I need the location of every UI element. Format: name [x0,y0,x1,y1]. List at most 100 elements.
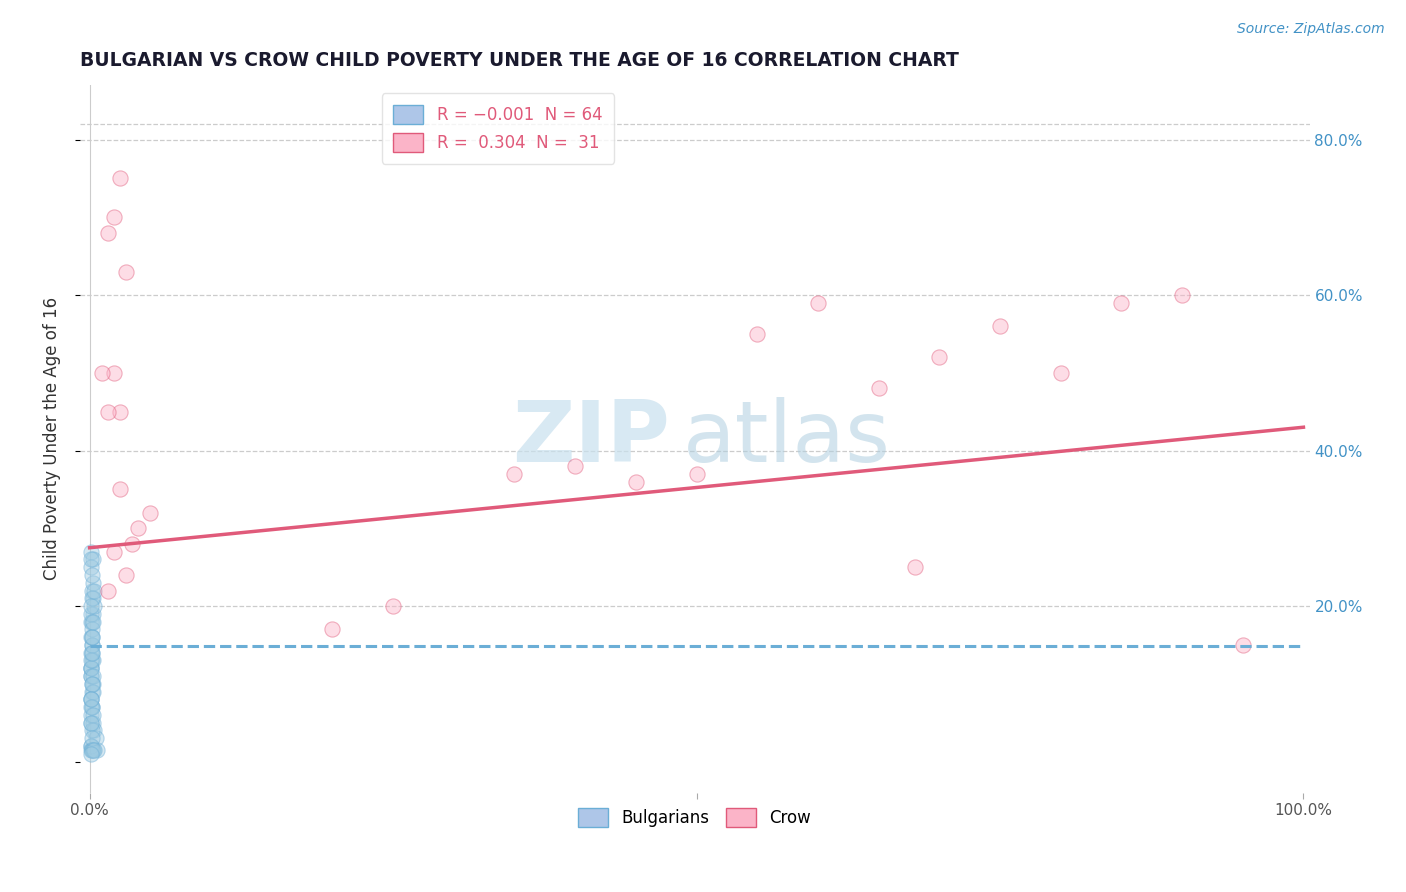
Point [139,506,162,520]
Point [80,715,103,730]
Point [121,537,143,551]
Point [80,677,103,691]
Point [1111,295,1133,310]
Point [80,700,103,714]
Point [80,653,103,667]
Point [80,638,103,652]
Point [80,646,103,660]
Point [82,707,104,722]
Point [80,653,103,667]
Point [97,226,120,240]
Point [80,669,103,683]
Point [80,630,103,644]
Point [82,669,104,683]
Point [103,211,125,225]
Point [127,521,149,535]
Point [86,743,108,757]
Point [82,743,104,757]
Point [80,646,103,660]
Point [80,630,103,644]
Point [80,747,103,761]
Point [82,677,104,691]
Point [80,677,103,691]
Point [80,623,103,637]
Point [83,599,105,613]
Point [80,591,103,606]
Point [80,661,103,675]
Point [103,544,125,558]
Point [82,684,104,698]
Point [807,295,830,310]
Point [80,700,103,714]
Point [90,366,112,380]
Point [80,583,103,598]
Point [80,700,103,714]
Point [80,739,103,753]
Point [80,544,103,558]
Point [80,607,103,621]
Point [82,552,104,566]
Text: ZIP: ZIP [512,398,671,481]
Point [82,653,104,667]
Point [624,475,647,489]
Point [84,731,107,746]
Point [868,381,890,395]
Point [988,319,1011,334]
Point [80,707,103,722]
Point [108,405,131,419]
Point [928,351,950,365]
Point [103,366,125,380]
Point [80,568,103,582]
Point [80,743,103,757]
Point [80,731,103,746]
Point [564,459,586,474]
Point [82,591,104,606]
Point [80,715,103,730]
Point [83,743,105,757]
Legend: Bulgarians, Crow: Bulgarians, Crow [571,801,818,834]
Point [82,615,104,629]
Point [80,723,103,738]
Point [80,739,103,753]
Point [80,646,103,660]
Point [80,669,103,683]
Point [97,405,120,419]
Point [80,684,103,698]
Point [80,692,103,706]
Point [108,483,131,497]
Point [80,661,103,675]
Point [503,467,526,481]
Point [82,575,104,590]
Point [80,599,103,613]
Y-axis label: Child Poverty Under the Age of 16: Child Poverty Under the Age of 16 [44,297,60,581]
Point [1171,288,1194,302]
Text: BULGARIAN VS CROW CHILD POVERTY UNDER THE AGE OF 16 CORRELATION CHART: BULGARIAN VS CROW CHILD POVERTY UNDER TH… [80,51,959,70]
Point [83,583,105,598]
Point [1232,638,1254,652]
Point [747,326,769,341]
Point [82,715,104,730]
Point [904,560,927,574]
Point [97,583,120,598]
Point [685,467,707,481]
Point [80,615,103,629]
Point [80,661,103,675]
Point [80,743,103,757]
Point [80,552,103,566]
Point [115,568,138,582]
Text: Source: ZipAtlas.com: Source: ZipAtlas.com [1237,22,1385,37]
Point [108,171,131,186]
Point [82,607,104,621]
Point [80,692,103,706]
Point [80,615,103,629]
Point [382,599,405,613]
Point [115,265,138,279]
Point [80,560,103,574]
Point [80,638,103,652]
Point [83,723,105,738]
Point [80,630,103,644]
Point [80,743,103,757]
Point [1049,366,1071,380]
Point [80,692,103,706]
Point [321,623,343,637]
